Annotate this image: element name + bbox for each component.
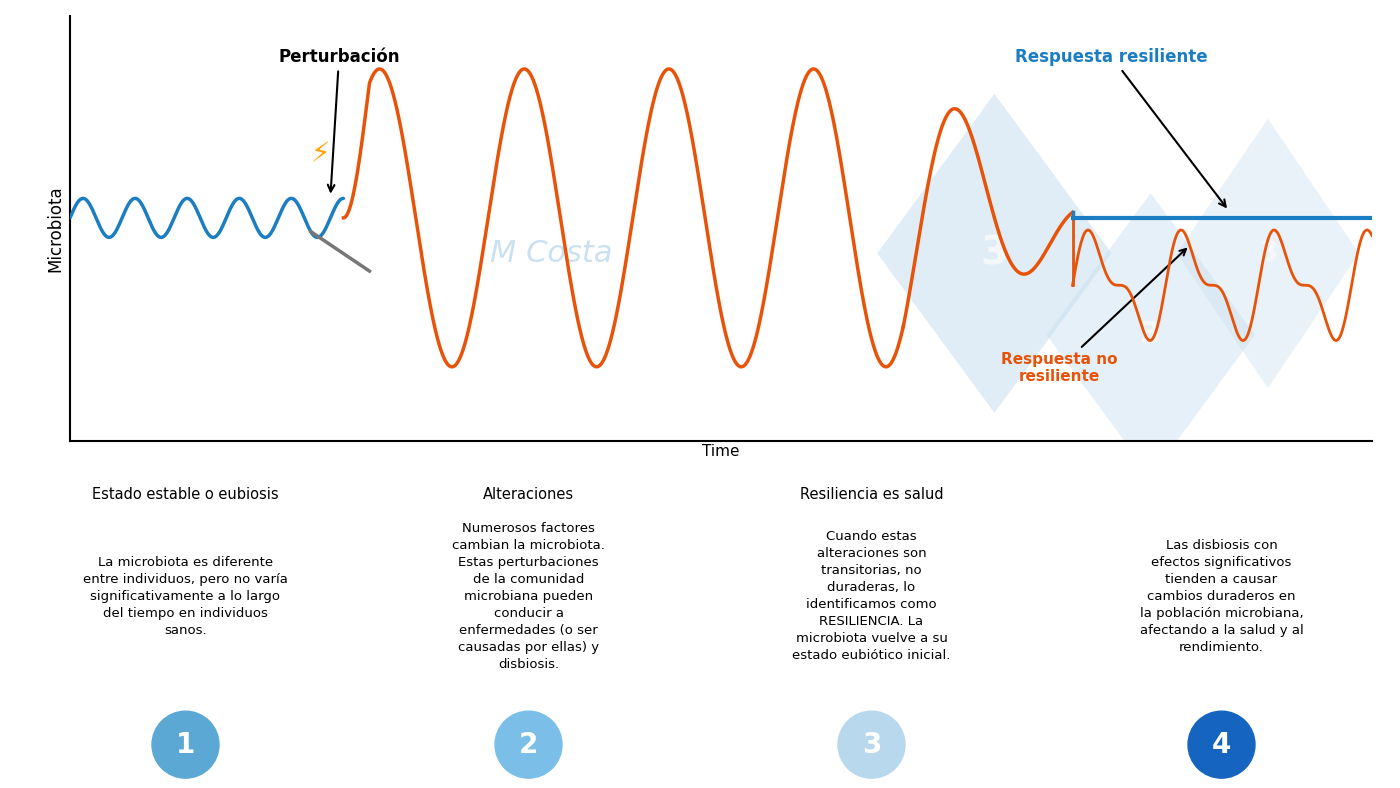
Text: 3: 3 (1140, 321, 1161, 349)
Circle shape (153, 711, 218, 779)
Text: Alteraciones duraderas: Alteraciones duraderas (1137, 487, 1306, 502)
Text: Numerosos factores
cambian la microbiota.
Estas perturbaciones
de la comunidad
m: Numerosos factores cambian la microbiota… (452, 522, 605, 671)
Polygon shape (1047, 193, 1254, 477)
Text: Perturbación: Perturbación (279, 48, 400, 191)
Text: Respuesta resiliente: Respuesta resiliente (1015, 48, 1225, 206)
Text: Estado estable o eubiosis: Estado estable o eubiosis (92, 487, 279, 502)
Polygon shape (1177, 118, 1359, 388)
Text: Respuesta no
resiliente: Respuesta no resiliente (1001, 249, 1186, 384)
Text: Alteraciones: Alteraciones (483, 487, 574, 502)
Text: 3: 3 (1259, 240, 1278, 267)
Text: La microbiota es diferente
entre individuos, pero no varía
significativamente a : La microbiota es diferente entre individ… (83, 556, 288, 637)
Circle shape (839, 711, 904, 779)
Text: M Costa: M Costa (490, 239, 613, 268)
Text: 1: 1 (176, 730, 195, 759)
X-axis label: Time: Time (703, 444, 739, 459)
Text: Cuando estas
alteraciones son
transitorias, no
duraderas, lo
identificamos como
: Cuando estas alteraciones son transitori… (792, 530, 951, 663)
Circle shape (1189, 711, 1254, 779)
Text: 3: 3 (981, 234, 1008, 273)
Text: ⚡: ⚡ (311, 140, 330, 169)
Text: 4: 4 (1212, 730, 1231, 759)
Polygon shape (878, 94, 1112, 413)
Text: 2: 2 (519, 730, 538, 759)
Y-axis label: Microbiota: Microbiota (46, 185, 64, 272)
Text: Resiliencia es salud: Resiliencia es salud (799, 487, 944, 502)
Text: Las disbiosis con
efectos significativos
tienden a causar
cambios duraderos en
l: Las disbiosis con efectos significativos… (1140, 539, 1303, 654)
Text: 3: 3 (862, 730, 881, 759)
Circle shape (496, 711, 561, 779)
